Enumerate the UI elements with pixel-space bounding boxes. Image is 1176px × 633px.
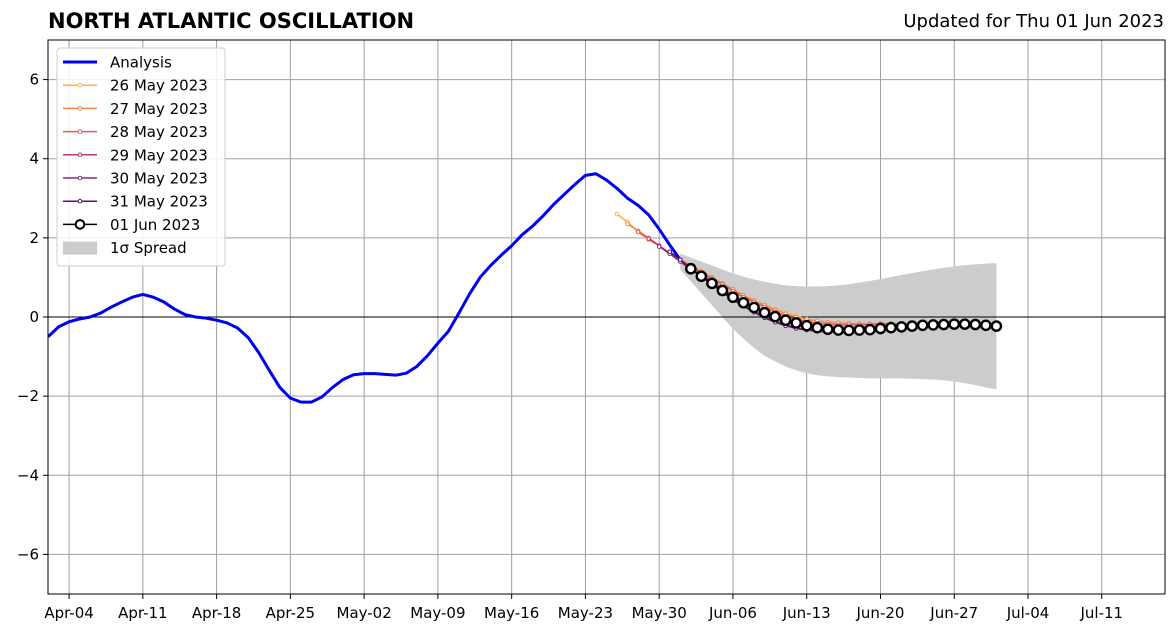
legend-swatch-marker xyxy=(77,106,83,111)
legend-swatch-spread xyxy=(63,241,97,255)
forecast-point xyxy=(635,229,641,235)
x-tick-label: Apr-25 xyxy=(266,604,316,622)
legend-swatch-marker xyxy=(74,219,86,230)
legend-swatch-marker xyxy=(77,175,83,181)
forecast-point xyxy=(958,318,971,330)
forecast-point xyxy=(737,296,750,309)
forecast-point xyxy=(656,244,662,249)
forecast-point xyxy=(625,221,630,227)
x-tick-label: May-02 xyxy=(337,604,392,622)
x-tick-label: May-16 xyxy=(484,604,539,622)
forecast-point xyxy=(614,211,620,217)
forecast-point xyxy=(748,301,760,314)
forecast-point xyxy=(885,321,897,334)
forecast-point xyxy=(779,314,792,326)
forecast-point xyxy=(948,318,961,330)
y-tick-label: 6 xyxy=(29,71,39,89)
legend-label: 31 May 2023 xyxy=(110,193,208,211)
legend-label: Analysis xyxy=(110,54,172,72)
legend-swatch-marker xyxy=(77,129,83,134)
y-tick-label: 0 xyxy=(29,308,39,326)
forecast-point xyxy=(790,317,802,329)
y-tick-label: −4 xyxy=(17,466,39,484)
legend-box xyxy=(56,47,226,267)
forecast-point xyxy=(832,324,845,336)
x-tick-label: Apr-04 xyxy=(44,604,94,622)
forecast-point xyxy=(843,324,855,337)
x-tick-label: Jun-27 xyxy=(929,604,978,622)
forecast-point xyxy=(769,310,781,323)
forecast-point xyxy=(969,318,982,331)
x-tick-label: Jul-11 xyxy=(1079,604,1123,622)
forecast-point xyxy=(916,319,929,332)
legend-label: 28 May 2023 xyxy=(110,123,208,141)
legend: Analysis 26 May 2023 27 May 2023 28 May 202… xyxy=(56,47,226,267)
chart-title: NORTH ATLANTIC OSCILLATION xyxy=(48,9,415,33)
legend-label: 1σ Spread xyxy=(110,239,187,257)
forecast-point xyxy=(906,320,918,332)
analysis-line xyxy=(48,172,682,404)
x-tick-label: Jun-06 xyxy=(708,604,757,622)
forecast-point xyxy=(811,321,824,334)
y-tick-label: −6 xyxy=(17,545,39,563)
legend-swatch-marker xyxy=(77,152,83,158)
legend-label: 26 May 2023 xyxy=(110,77,208,95)
forecast-point xyxy=(677,257,683,262)
forecast-point xyxy=(821,323,834,336)
updated-date: Updated for Thu 01 Jun 2023 xyxy=(903,11,1164,32)
forecast-point xyxy=(927,319,939,331)
forecast-point xyxy=(980,319,992,332)
forecast-point xyxy=(864,323,876,336)
forecast-point xyxy=(716,284,729,297)
forecast-point xyxy=(667,249,673,255)
legend-swatch-marker xyxy=(77,82,83,88)
forecast-point xyxy=(895,321,908,333)
forecast-point xyxy=(646,236,651,241)
plot-frame xyxy=(47,39,1166,595)
forecast-point xyxy=(758,306,771,319)
y-tick-label: −2 xyxy=(17,387,39,405)
forecast-point xyxy=(727,291,739,304)
legend-label: 01 Jun 2023 xyxy=(110,216,200,234)
x-tick-label: Apr-18 xyxy=(192,604,242,622)
forecast-point xyxy=(853,324,866,336)
forecast-point xyxy=(937,318,950,331)
x-tick-label: Apr-11 xyxy=(118,604,168,622)
legend-label: 27 May 2023 xyxy=(110,100,208,118)
x-tick-label: May-09 xyxy=(410,604,465,622)
forecast-point xyxy=(685,262,697,275)
legend-swatch-marker xyxy=(77,198,83,204)
x-tick-label: Jun-20 xyxy=(856,604,905,622)
forecast-point xyxy=(706,277,718,290)
forecast-point xyxy=(990,320,1003,332)
y-tick-label: 4 xyxy=(29,150,39,168)
x-tick-label: May-30 xyxy=(632,604,687,622)
x-tick-label: May-23 xyxy=(558,604,613,622)
x-tick-label: Jul-04 xyxy=(1006,604,1050,622)
forecast-point xyxy=(695,270,708,283)
legend-label: 29 May 2023 xyxy=(110,146,208,164)
x-tick-label: Jun-13 xyxy=(782,604,831,622)
y-tick-label: 2 xyxy=(29,229,39,247)
forecast-point xyxy=(800,319,813,332)
legend-label: 30 May 2023 xyxy=(110,170,208,188)
forecast-point xyxy=(874,322,887,335)
plot-area xyxy=(48,172,1165,404)
axes: Apr-04 Apr-11 Apr-18 Apr-25 May-02 May-09 May-… xyxy=(17,39,1166,622)
